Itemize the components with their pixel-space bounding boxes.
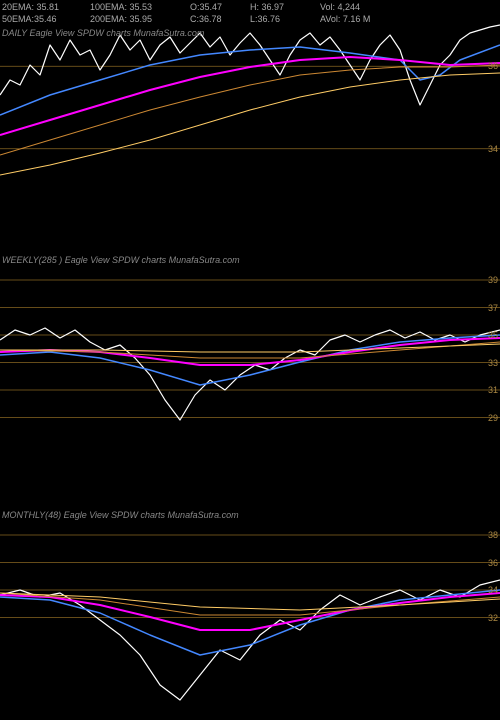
daily-label: DAILY Eagle View SPDW charts MunafaSutra… — [2, 28, 204, 38]
indicator-text: L:36.76 — [250, 14, 280, 24]
monthly-label: MONTHLY(48) Eagle View SPDW charts Munaf… — [2, 510, 239, 520]
y-axis-label: 33 — [488, 358, 498, 368]
y-axis-label: 36 — [488, 61, 498, 71]
y-axis-label: 29 — [488, 413, 498, 423]
ema200-line — [0, 73, 500, 175]
monthly-panel: MONTHLY(48) Eagle View SPDW charts Munaf… — [0, 510, 500, 705]
y-axis-label: 31 — [488, 385, 498, 395]
y-axis-label: 38 — [488, 530, 498, 540]
weekly-chart — [0, 255, 500, 450]
indicator-text: 20EMA: 35.81 — [2, 2, 59, 12]
y-axis-label: 34 — [488, 585, 498, 595]
indicator-text: AVol: 7.16 M — [320, 14, 370, 24]
y-axis-label: 36 — [488, 558, 498, 568]
daily-panel: DAILY Eagle View SPDW charts MunafaSutra… — [0, 0, 500, 195]
indicator-text: H: 36.97 — [250, 2, 284, 12]
weekly-panel: WEEKLY(285 ) Eagle View SPDW charts Muna… — [0, 255, 500, 450]
indicator-text: 200EMA: 35.95 — [90, 14, 152, 24]
ema20-line — [0, 45, 500, 115]
indicator-text: O:35.47 — [190, 2, 222, 12]
indicator-text: Vol: 4,244 — [320, 2, 360, 12]
monthly-chart — [0, 510, 500, 705]
indicator-text: 100EMA: 35.53 — [90, 2, 152, 12]
y-axis-label: 32 — [488, 613, 498, 623]
weekly-label: WEEKLY(285 ) Eagle View SPDW charts Muna… — [2, 255, 240, 265]
y-axis-label: 34 — [488, 144, 498, 154]
y-axis-label: 37 — [488, 303, 498, 313]
indicator-text: C:36.78 — [190, 14, 222, 24]
y-axis-label: 35 — [488, 330, 498, 340]
y-axis-label: 39 — [488, 275, 498, 285]
indicator-text: 50EMA:35.46 — [2, 14, 57, 24]
